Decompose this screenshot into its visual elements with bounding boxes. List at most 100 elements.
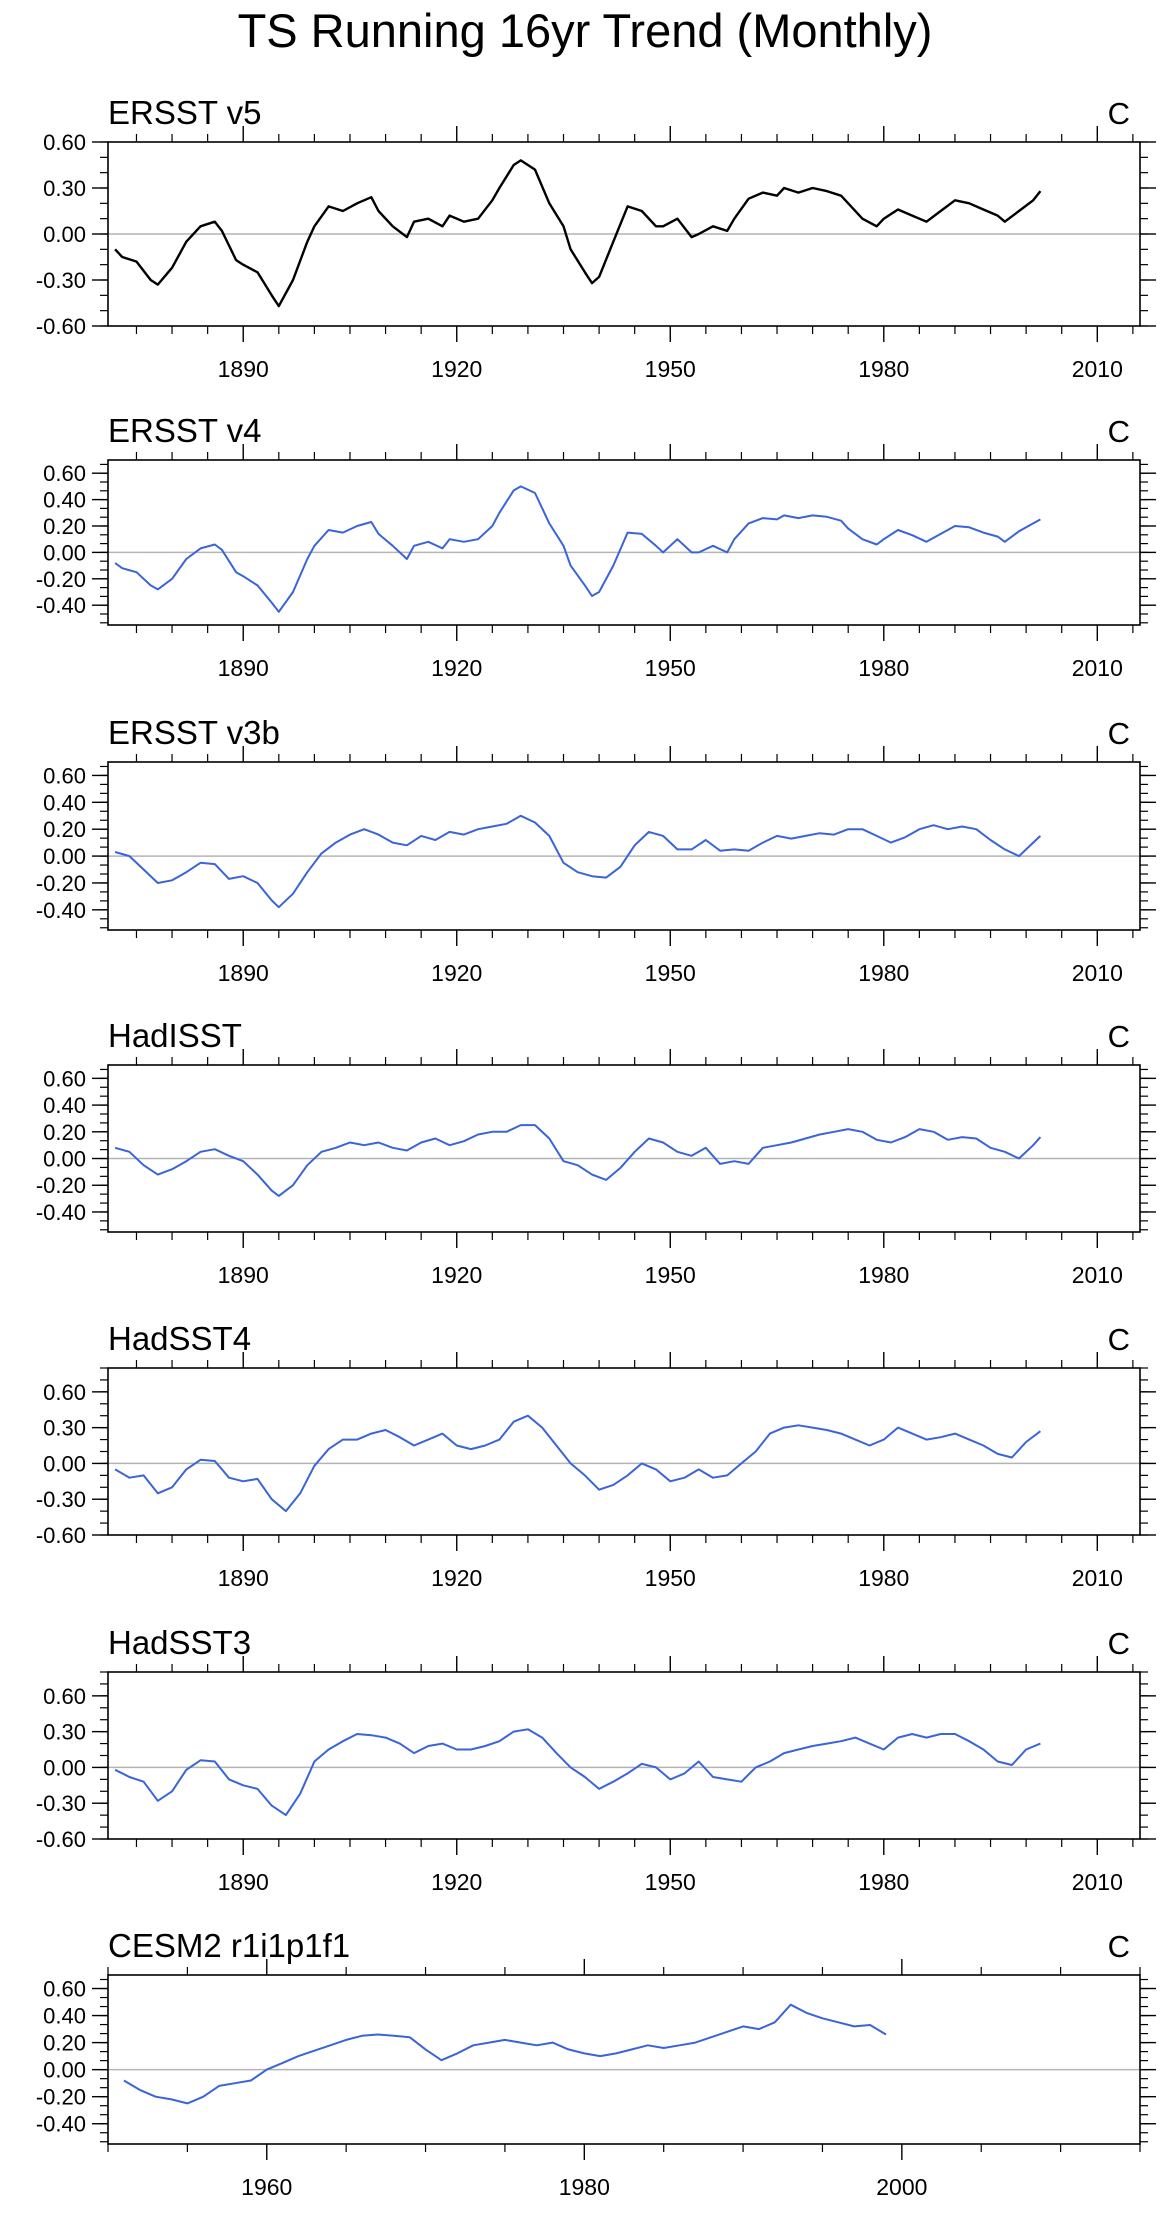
plot-frame [107,1974,1141,2145]
x-tick-label: 2000 [876,2174,927,2200]
y-tick-label: 0.60 [43,1066,86,1091]
y-tick-label: -0.60 [36,314,86,339]
x-tick-label: 1950 [645,1565,696,1591]
y-tick-label: 0.20 [43,817,86,842]
plot-frame [107,1367,1141,1536]
plot-frame [107,141,1141,327]
y-tick-label: -0.20 [36,2085,86,2110]
series-line [114,485,1041,613]
x-tick-label: 1980 [858,1565,909,1591]
y-tick-label: -0.20 [36,1173,86,1198]
series-line [114,159,1042,308]
y-tick-label: -0.40 [36,2112,86,2137]
x-tick-label: 1890 [218,1262,269,1288]
x-tick-label: 1890 [218,655,269,681]
x-tick-label: 2010 [1072,1869,1123,1895]
y-tick-label: -0.40 [36,593,86,618]
x-tick-label: 1890 [218,1869,269,1895]
x-tick-label: 1890 [218,1565,269,1591]
y-tick-label: -0.30 [36,268,86,293]
y-tick-label: 0.40 [43,2004,86,2029]
y-tick-label: 0.00 [43,2058,86,2083]
x-tick-label: 1980 [858,655,909,681]
panel-title: ERSST v4 [108,412,261,449]
y-tick-label: 0.60 [43,763,86,788]
y-tick-label: -0.30 [36,1791,86,1816]
x-tick-label: 1920 [431,960,482,986]
plot-frame [107,1064,1141,1233]
y-tick-label: 0.20 [43,1120,86,1145]
y-tick-label: -0.40 [36,898,86,923]
x-tick-label: 1890 [218,960,269,986]
x-tick-label: 1980 [858,356,909,382]
y-tick-label: 0.60 [43,1380,86,1405]
y-tick-label: -0.30 [36,1487,86,1512]
y-tick-label: 0.40 [43,1093,86,1118]
panel-title: HadISST [108,1017,242,1054]
y-tick-label: 0.40 [43,488,86,513]
x-tick-label: 1920 [431,655,482,681]
x-tick-label: 1920 [431,1565,482,1591]
panel-title: ERSST v3b [108,714,280,751]
x-tick-label: 2010 [1072,960,1123,986]
y-tick-label: -0.20 [36,567,86,592]
y-tick-label: 0.60 [43,130,86,155]
x-tick-label: 1920 [431,356,482,382]
units-label: C [1108,1322,1130,1357]
x-tick-label: 1950 [645,1869,696,1895]
x-tick-label: 1920 [431,1262,482,1288]
y-tick-label: -0.40 [36,1200,86,1225]
y-tick-label: 0.30 [43,1416,86,1441]
y-tick-label: -0.20 [36,871,86,896]
x-tick-label: 1980 [858,1869,909,1895]
y-tick-label: 0.60 [43,461,86,486]
units-label: C [1108,716,1130,751]
y-tick-label: 0.60 [43,1684,86,1709]
y-tick-label: 0.00 [43,844,86,869]
units-label: C [1108,1626,1130,1661]
x-tick-label: 1920 [431,1869,482,1895]
units-label: C [1108,414,1130,449]
y-tick-label: 0.30 [43,176,86,201]
series-line [114,814,1042,909]
y-tick-label: 0.20 [43,2031,86,2056]
x-tick-label: 1980 [559,2174,610,2200]
x-tick-label: 1980 [858,960,909,986]
series-line [114,1414,1042,1513]
plot-frame [107,1671,1141,1840]
panel-title: CESM2 r1i1p1f1 [108,1927,350,1964]
panel-title: ERSST v5 [108,94,261,131]
x-tick-label: 1950 [645,655,696,681]
x-tick-label: 2010 [1072,1565,1123,1591]
series-line [114,1728,1041,1817]
y-tick-label: 0.00 [43,1147,86,1172]
x-tick-label: 2010 [1072,655,1123,681]
y-tick-label: 0.60 [43,1977,86,2002]
series-line [114,1124,1042,1197]
x-tick-label: 1980 [858,1262,909,1288]
plot-frame [107,459,1141,626]
x-tick-label: 1950 [645,960,696,986]
y-tick-label: 0.00 [43,1451,86,1476]
x-tick-label: 1960 [241,2174,292,2200]
y-tick-label: -0.60 [36,1523,86,1548]
x-tick-label: 1890 [218,356,269,382]
y-tick-label: 0.30 [43,1720,86,1745]
y-tick-label: 0.20 [43,514,86,539]
units-label: C [1108,96,1130,131]
y-tick-label: 0.00 [43,540,86,565]
series-line [123,2003,887,2105]
units-label: C [1108,1019,1130,1054]
units-label: C [1108,1929,1130,1964]
y-tick-label: -0.60 [36,1827,86,1852]
x-tick-label: 2010 [1072,1262,1123,1288]
y-tick-label: 0.00 [43,1755,86,1780]
x-tick-label: 1950 [645,356,696,382]
panel-title: HadSST4 [108,1320,251,1357]
y-tick-label: 0.40 [43,790,86,815]
panel-title: HadSST3 [108,1624,251,1661]
figure-title: TS Running 16yr Trend (Monthly) [237,4,933,57]
x-tick-label: 2010 [1072,356,1123,382]
plot-frame [107,761,1141,931]
